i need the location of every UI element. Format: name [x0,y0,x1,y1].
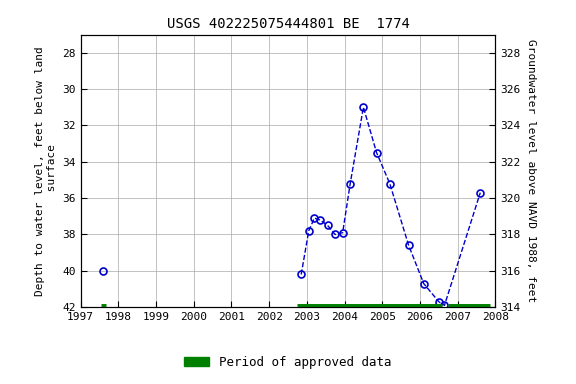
Y-axis label: Depth to water level, feet below land
 surface: Depth to water level, feet below land su… [35,46,56,296]
Y-axis label: Groundwater level above NAVD 1988, feet: Groundwater level above NAVD 1988, feet [526,39,536,303]
Legend: Period of approved data: Period of approved data [179,351,397,374]
Title: USGS 402225075444801 BE  1774: USGS 402225075444801 BE 1774 [166,17,410,31]
